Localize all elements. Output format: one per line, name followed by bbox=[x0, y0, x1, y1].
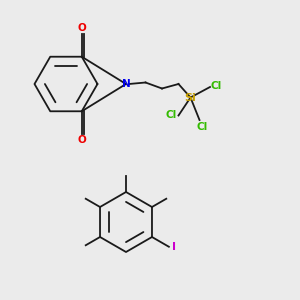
Text: Cl: Cl bbox=[196, 122, 208, 132]
Text: O: O bbox=[77, 22, 86, 33]
Text: I: I bbox=[172, 242, 176, 252]
Text: O: O bbox=[77, 135, 86, 146]
Text: Cl: Cl bbox=[211, 81, 222, 91]
Text: Si: Si bbox=[184, 92, 196, 103]
Text: Cl: Cl bbox=[165, 110, 177, 120]
Text: N: N bbox=[122, 79, 130, 89]
